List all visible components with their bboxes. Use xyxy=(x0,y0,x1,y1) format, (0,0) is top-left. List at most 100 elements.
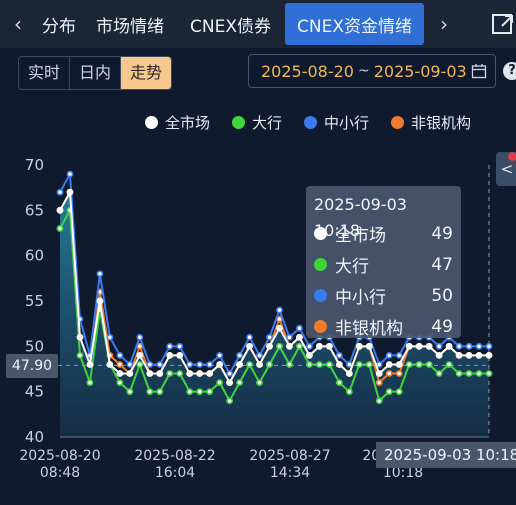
data-point xyxy=(166,370,174,377)
y-tick-label: 40 xyxy=(25,428,44,446)
chevron-left-icon[interactable]: ‹ xyxy=(14,12,22,36)
data-point xyxy=(485,342,493,350)
data-point xyxy=(425,361,433,368)
data-point xyxy=(306,342,313,350)
data-point xyxy=(276,324,283,332)
data-point xyxy=(126,370,134,377)
data-point xyxy=(345,388,353,396)
legend-label: 非银机构 xyxy=(411,114,472,132)
tab-bar: ‹ 分布 市场情绪 CNEX债券 CNEX资金情绪 › xyxy=(0,0,516,48)
data-point xyxy=(395,361,403,368)
data-point xyxy=(116,370,124,377)
data-point xyxy=(236,379,243,386)
data-point xyxy=(335,351,343,359)
x-tick-time: 16:04 xyxy=(155,465,195,481)
data-point xyxy=(465,370,473,377)
data-point xyxy=(266,361,273,368)
date-separator: ~ xyxy=(357,63,370,79)
x-tick-time: 08:48 xyxy=(40,465,80,481)
data-point xyxy=(236,361,243,368)
data-point xyxy=(196,370,204,377)
x-tick-date: 2025-08-20 xyxy=(19,448,100,464)
data-point xyxy=(146,388,154,396)
data-point xyxy=(66,170,74,178)
y-tick-label: 55 xyxy=(25,292,44,310)
data-point xyxy=(186,361,194,368)
data-point xyxy=(116,379,124,386)
legend-label: 大行 xyxy=(252,114,283,132)
data-point xyxy=(126,361,134,368)
data-point xyxy=(375,370,383,377)
y-tick-label: 70 xyxy=(25,156,44,174)
legend-item-non-bank[interactable]: 非银机构 xyxy=(391,112,471,133)
data-point xyxy=(226,370,234,377)
data-point xyxy=(216,361,224,368)
data-point xyxy=(485,351,493,359)
data-point xyxy=(56,206,64,214)
tooltip-value: 47 xyxy=(431,254,453,275)
calendar-icon[interactable] xyxy=(471,63,487,79)
data-point xyxy=(56,188,64,196)
data-point xyxy=(226,379,234,386)
data-point xyxy=(395,351,403,359)
mode-trend-button[interactable]: 走势 xyxy=(121,57,172,89)
data-point xyxy=(76,351,84,359)
data-point xyxy=(206,361,214,368)
date-range-picker[interactable]: 2025-08-20 ~ 2025-09-03 xyxy=(248,54,496,88)
mode-switch: 实时 日内 走势 xyxy=(18,56,173,90)
data-point xyxy=(206,370,214,377)
legend-label: 中小行 xyxy=(324,114,370,132)
data-point xyxy=(375,397,383,405)
data-point xyxy=(286,333,293,341)
data-point xyxy=(156,370,164,377)
data-point xyxy=(146,370,154,377)
data-point xyxy=(216,379,224,386)
data-point xyxy=(415,342,423,350)
data-point xyxy=(176,342,184,350)
date-start: 2025-08-20 xyxy=(261,61,354,81)
data-point xyxy=(176,370,184,377)
tab-cnex-funding-sentiment[interactable]: CNEX资金情绪 xyxy=(284,3,424,45)
data-point xyxy=(425,342,433,350)
crosshair-y-label: 47.90 xyxy=(6,354,58,378)
data-point xyxy=(66,188,74,196)
mode-realtime-button[interactable]: 实时 xyxy=(19,57,71,89)
y-tick-label: 60 xyxy=(25,247,44,265)
data-point xyxy=(325,361,333,368)
data-point xyxy=(276,342,283,350)
tooltip-value: 49 xyxy=(431,223,453,244)
tab-cnex-bonds[interactable]: CNEX债券 xyxy=(178,3,283,45)
x-tick-date: 2025-08-22 xyxy=(134,448,215,464)
data-point xyxy=(96,270,104,278)
data-point xyxy=(206,388,214,396)
data-point xyxy=(315,342,323,350)
data-point xyxy=(256,379,263,386)
data-point xyxy=(106,333,114,341)
control-row: 实时 日内 走势 2025-08-20 ~ 2025-09-03 xyxy=(0,48,516,96)
data-point xyxy=(156,388,164,396)
data-point xyxy=(246,342,253,350)
data-point xyxy=(365,342,373,350)
data-point xyxy=(256,361,263,368)
tab-market-sentiment[interactable]: 市场情绪 xyxy=(84,3,176,45)
expand-icon[interactable] xyxy=(490,10,516,38)
data-point xyxy=(116,361,124,368)
crosshair-x-label: 2025-09-03 10:18 xyxy=(376,442,516,468)
data-point xyxy=(455,351,463,359)
legend-item-big-bank[interactable]: 大行 xyxy=(232,112,282,133)
data-point xyxy=(335,379,343,386)
mode-intraday-button[interactable]: 日内 xyxy=(70,57,122,89)
data-point xyxy=(306,351,313,359)
data-point xyxy=(445,361,453,368)
help-icon[interactable]: ? xyxy=(503,62,516,80)
tab-distribution[interactable]: 分布 xyxy=(36,3,82,45)
tooltip-dot xyxy=(314,320,327,333)
data-point xyxy=(475,351,483,359)
legend-item-all-market[interactable]: 全市场 xyxy=(145,112,210,133)
chevron-right-icon[interactable]: › xyxy=(439,12,448,36)
data-point xyxy=(315,361,323,368)
data-point xyxy=(56,225,64,232)
legend-item-small-bank[interactable]: 中小行 xyxy=(304,112,369,133)
data-point xyxy=(266,333,273,341)
data-point xyxy=(385,361,393,368)
